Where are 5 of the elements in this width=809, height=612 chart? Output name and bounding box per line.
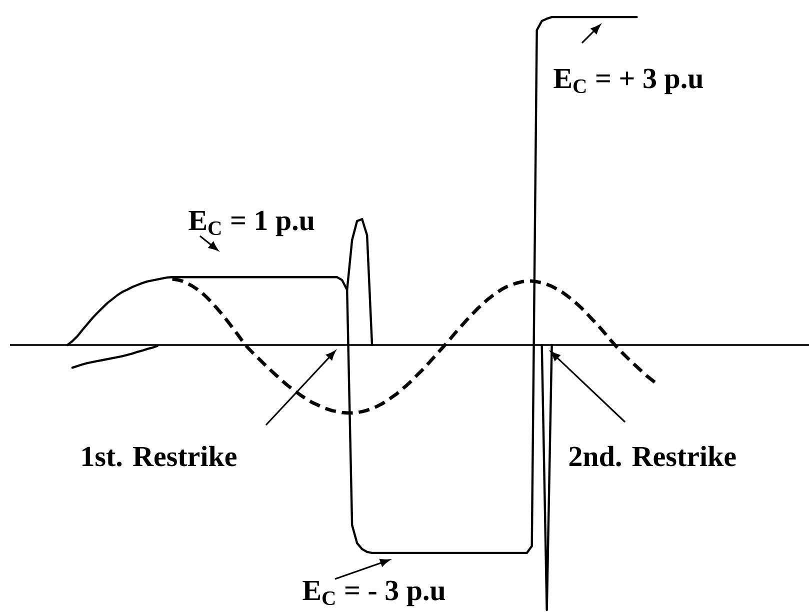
annotation: 1st. Restrike: [82, 446, 236, 466]
annotation: E$_{C}$ = 1 p.u: [188, 210, 314, 236]
annotation: 2nd. Restrike: [569, 446, 736, 466]
annotation: E$_{C}$ = - 3 p.u: [302, 580, 446, 606]
annotation: E$_{C}$ = + 3 p.u: [554, 68, 703, 94]
